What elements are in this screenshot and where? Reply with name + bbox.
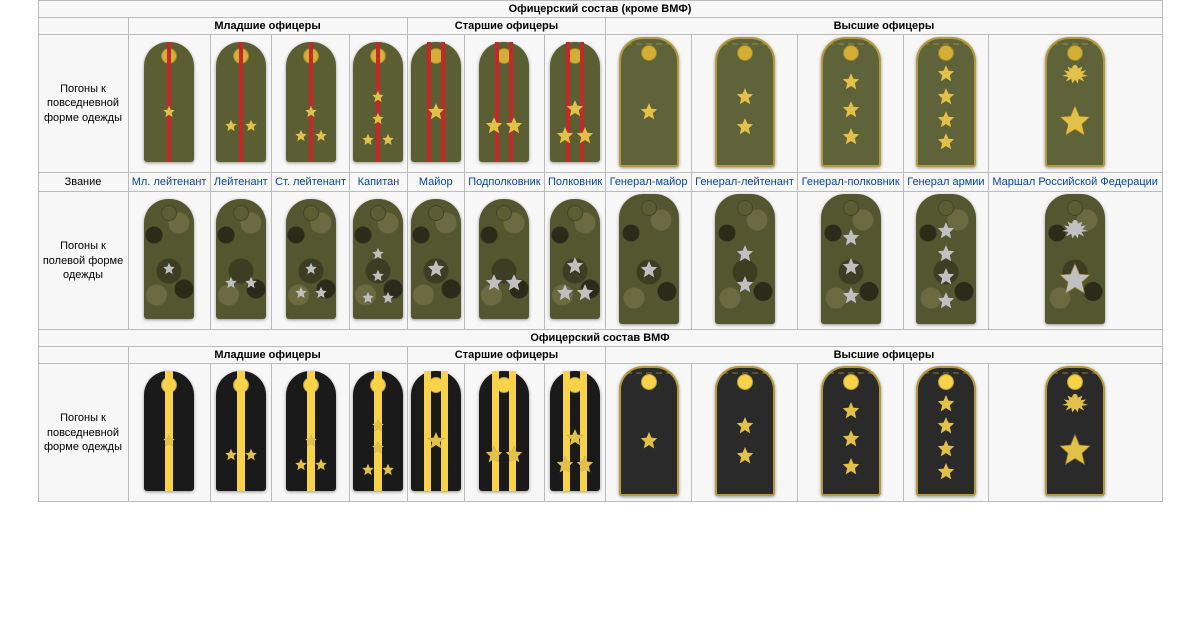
rank-link-ml_lt[interactable]: Мл. лейтенант xyxy=(132,176,207,188)
section-title-army: Офицерский состав (кроме ВМФ) xyxy=(38,1,1162,18)
section-title-navy: Офицерский состав ВМФ xyxy=(38,330,1162,347)
rank-link-marshal[interactable]: Маршал Российской Федерации xyxy=(992,176,1158,188)
rank-link-gen_polk[interactable]: Генерал-полковник xyxy=(802,176,900,188)
epaulette-gen_polk-army-field xyxy=(821,194,881,324)
group-header-junior-navy: Младшие офицеры xyxy=(128,347,407,364)
epaulette-ml_lt-army-everyday xyxy=(144,42,194,162)
epaulette-gen_lt-navy-everyday xyxy=(715,366,775,496)
row-label-everyday-navy: Погоны к повседневной форме одежды xyxy=(38,364,128,502)
row-label-rank: Звание xyxy=(38,173,128,192)
epaulette-lt-army-field xyxy=(216,199,266,319)
epaulette-podpolk-army-field xyxy=(479,199,529,319)
epaulette-ml_lt-navy-everyday xyxy=(144,371,194,491)
rank-link-major[interactable]: Майор xyxy=(419,176,453,188)
rank-link-lt[interactable]: Лейтенант xyxy=(214,176,268,188)
epaulette-polk-army-everyday xyxy=(550,42,600,162)
epaulette-lt-army-everyday xyxy=(216,42,266,162)
epaulette-st_lt-army-field xyxy=(286,199,336,319)
epaulette-marshal-army-field xyxy=(1045,194,1105,324)
epaulette-gen_lt-army-everyday xyxy=(715,37,775,167)
rank-link-gen_lt[interactable]: Генерал-лейтенант xyxy=(695,176,794,188)
group-header-senior: Старшие офицеры xyxy=(407,18,606,35)
epaulette-gen_major-army-everyday xyxy=(619,37,679,167)
epaulette-st_lt-army-everyday xyxy=(286,42,336,162)
group-header-senior-navy: Старшие офицеры xyxy=(407,347,606,364)
epaulette-gen_polk-navy-everyday xyxy=(821,366,881,496)
rank-link-podpolk[interactable]: Подполковник xyxy=(468,176,540,188)
epaulette-ml_lt-army-field xyxy=(144,199,194,319)
epaulette-gen_army-army-everyday xyxy=(916,37,976,167)
epaulette-major-army-everyday xyxy=(411,42,461,162)
epaulette-gen_polk-army-everyday xyxy=(821,37,881,167)
epaulette-gen_army-navy-everyday xyxy=(916,366,976,496)
epaulette-kapitan-army-field xyxy=(353,199,403,319)
epaulette-gen_major-navy-everyday xyxy=(619,366,679,496)
epaulette-polk-navy-everyday xyxy=(550,371,600,491)
rank-link-gen_army[interactable]: Генерал армии xyxy=(907,176,984,188)
epaulette-kapitan-army-everyday xyxy=(353,42,403,162)
rank-link-st_lt[interactable]: Ст. лейтенант xyxy=(275,176,346,188)
rank-link-kapitan[interactable]: Капитан xyxy=(358,176,400,188)
epaulette-marshal-navy-everyday xyxy=(1045,366,1105,496)
row-label-everyday: Погоны к повседневной форме одежды xyxy=(38,35,128,173)
epaulette-marshal-army-everyday xyxy=(1045,37,1105,167)
group-header-junior: Младшие офицеры xyxy=(128,18,407,35)
epaulette-lt-navy-everyday xyxy=(216,371,266,491)
epaulette-major-navy-everyday xyxy=(411,371,461,491)
epaulette-podpolk-navy-everyday xyxy=(479,371,529,491)
epaulette-kapitan-navy-everyday xyxy=(353,371,403,491)
group-header-supreme-navy: Высшие офицеры xyxy=(606,347,1162,364)
rank-insignia-table: Офицерский состав (кроме ВМФ)Младшие офи… xyxy=(38,0,1163,502)
epaulette-gen_army-army-field xyxy=(916,194,976,324)
epaulette-st_lt-navy-everyday xyxy=(286,371,336,491)
epaulette-major-army-field xyxy=(411,199,461,319)
rank-link-gen_major[interactable]: Генерал-майор xyxy=(610,176,688,188)
rank-link-polk[interactable]: Полковник xyxy=(548,176,602,188)
epaulette-polk-army-field xyxy=(550,199,600,319)
epaulette-podpolk-army-everyday xyxy=(479,42,529,162)
group-header-supreme: Высшие офицеры xyxy=(606,18,1162,35)
row-label-field: Погоны к полевой форме одежды xyxy=(38,192,128,330)
epaulette-gen_lt-army-field xyxy=(715,194,775,324)
epaulette-gen_major-army-field xyxy=(619,194,679,324)
